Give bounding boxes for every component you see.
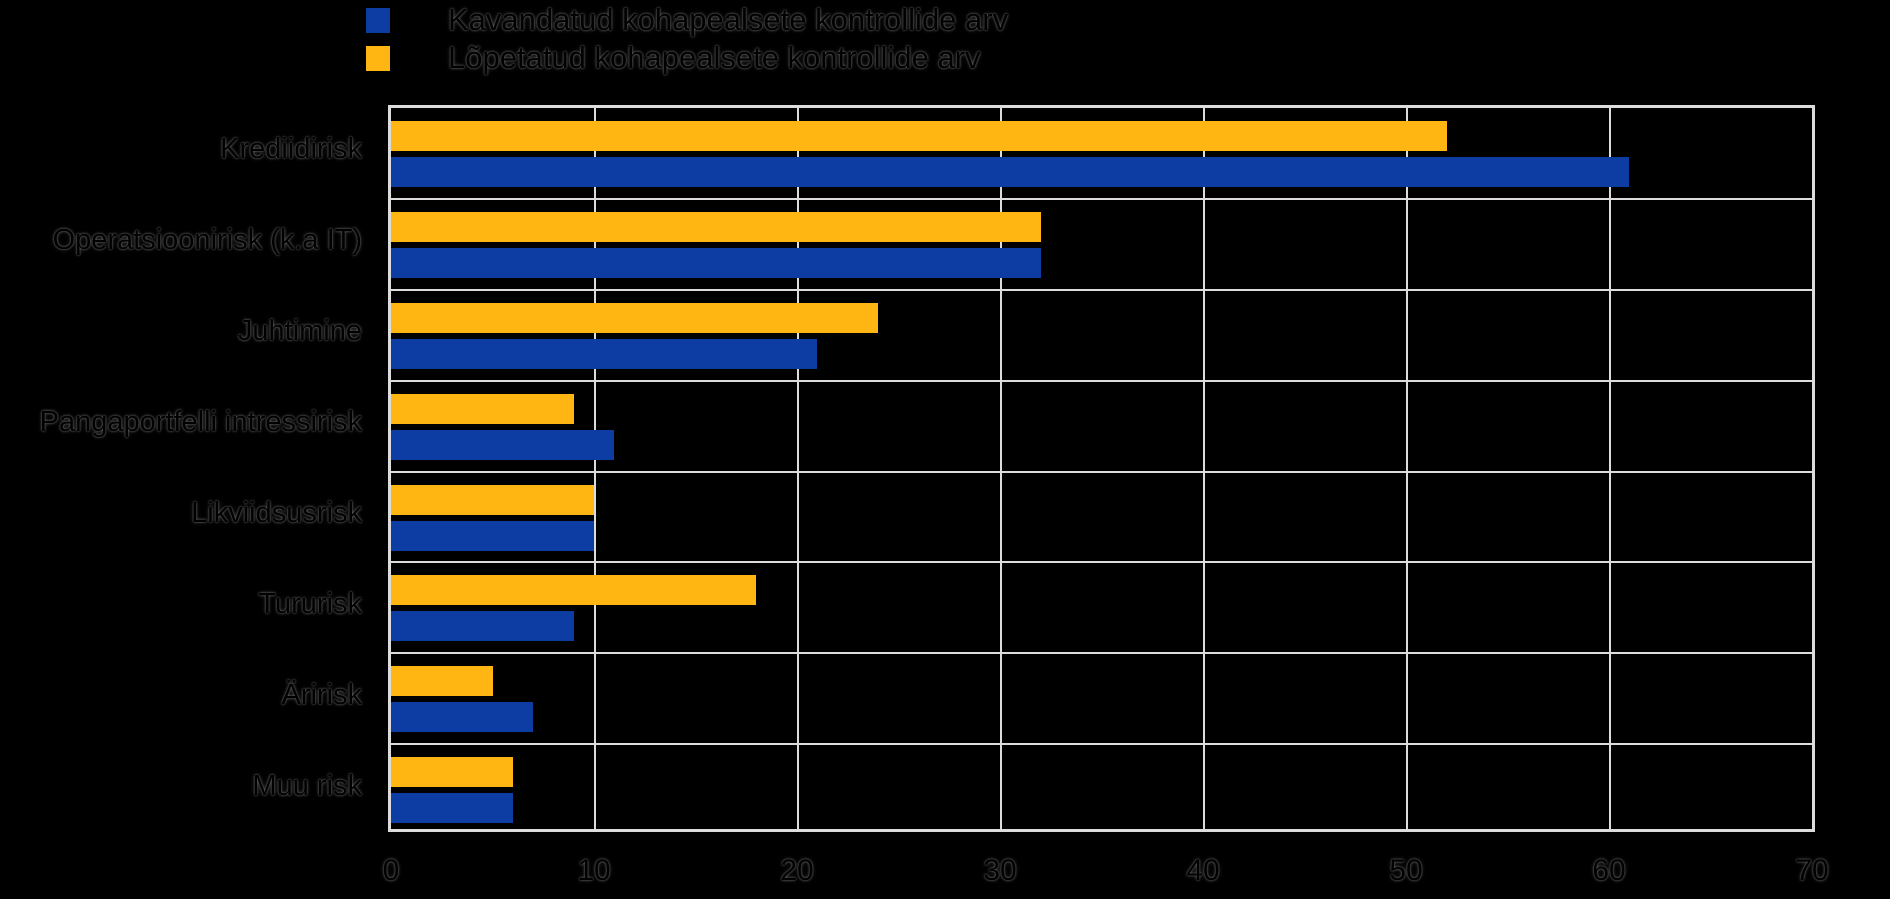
horizontal-gridline	[391, 470, 1812, 473]
category-label: Operatsioonirisk (k.a IT)	[52, 224, 362, 257]
plot-area	[388, 105, 1815, 832]
vertical-gridline	[1203, 108, 1205, 829]
bar-planned	[391, 429, 615, 460]
horizontal-gridline	[391, 379, 1812, 382]
x-axis-tick-label: 50	[1389, 854, 1423, 887]
legend-item: Kavandatud kohapealsete kontrollide arv	[366, 2, 1009, 37]
bar-planned	[391, 702, 534, 733]
category-label: Pangaportfelli intressirisk	[39, 406, 362, 439]
vertical-gridline	[1609, 108, 1611, 829]
bar-planned	[391, 793, 513, 824]
category-label: Juhtimine	[237, 315, 362, 348]
horizontal-gridline	[391, 197, 1812, 200]
bar-completed	[391, 393, 574, 424]
bar-planned	[391, 247, 1041, 278]
x-axis-tick-label: 60	[1592, 854, 1626, 887]
bar-completed	[391, 575, 757, 606]
horizontal-gridline	[391, 743, 1812, 746]
legend-label: Kavandatud kohapealsete kontrollide arv	[448, 2, 1009, 37]
vertical-gridline	[1406, 108, 1408, 829]
x-axis-tick-label: 40	[1186, 854, 1220, 887]
bar-planned	[391, 520, 594, 551]
horizontal-gridline	[391, 652, 1812, 655]
category-label: Likviidsusrisk	[191, 496, 362, 529]
bar-completed	[391, 211, 1041, 242]
vertical-gridline	[797, 108, 799, 829]
chart-legend: Kavandatud kohapealsete kontrollide arv L…	[366, 2, 1009, 75]
bar-completed	[391, 757, 513, 788]
bar-completed	[391, 484, 594, 515]
category-label: Äririsk	[281, 678, 362, 711]
vertical-gridline	[1000, 108, 1002, 829]
x-axis-tick-label: 20	[780, 854, 814, 887]
x-axis-tick-label: 0	[382, 854, 400, 887]
bar-completed	[391, 666, 493, 697]
category-label: Krediidirisk	[220, 133, 362, 166]
vertical-gridline	[594, 108, 596, 829]
category-label: Muu risk	[252, 769, 362, 802]
bar-planned	[391, 611, 574, 642]
bar-completed	[391, 121, 1447, 151]
bar-planned	[391, 157, 1630, 187]
x-axis-tick-label: 70	[1795, 854, 1829, 887]
x-axis-tick-label: 30	[983, 854, 1017, 887]
horizontal-gridline	[391, 288, 1812, 291]
legend-swatch-icon	[366, 45, 390, 71]
category-label: Tururisk	[258, 587, 362, 620]
legend-item: Lõpetatud kohapealsete kontrollide arv	[366, 40, 1008, 75]
horizontal-gridline	[391, 561, 1812, 564]
bar-planned	[391, 338, 818, 369]
legend-label: Lõpetatud kohapealsete kontrollide arv	[448, 40, 981, 75]
bar-completed	[391, 302, 879, 333]
x-axis-tick-label: 10	[577, 854, 611, 887]
legend-swatch-icon	[366, 7, 390, 33]
